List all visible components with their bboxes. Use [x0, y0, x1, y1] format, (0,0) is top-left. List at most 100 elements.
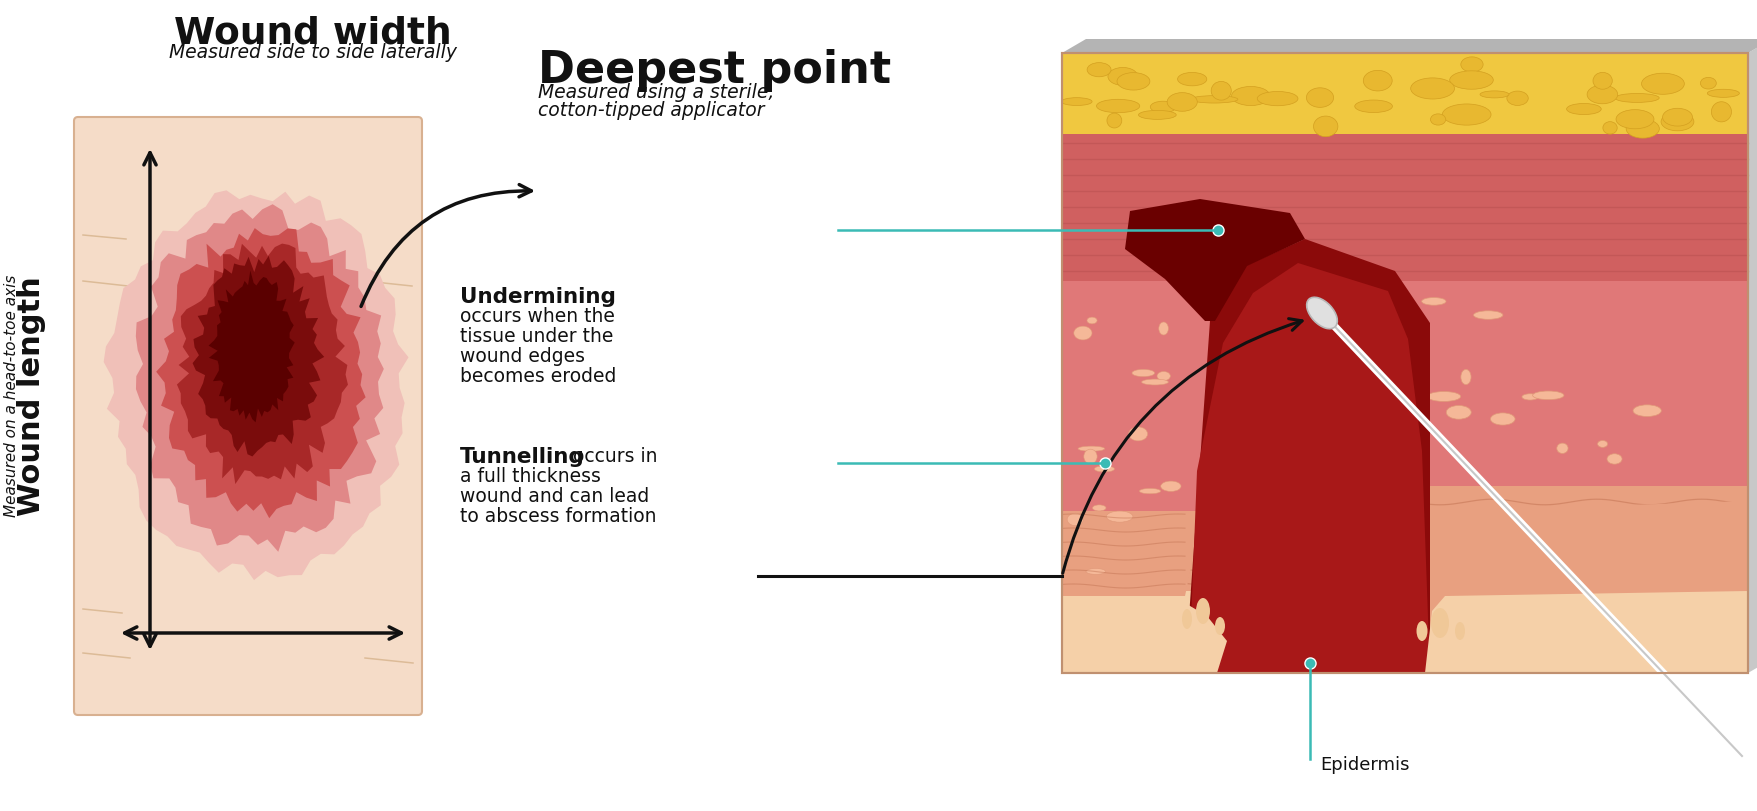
Ellipse shape — [1066, 513, 1082, 526]
Polygon shape — [193, 255, 323, 457]
Ellipse shape — [1132, 369, 1154, 376]
Ellipse shape — [1641, 73, 1683, 94]
Text: occurs in: occurs in — [568, 447, 657, 466]
Ellipse shape — [1460, 57, 1483, 72]
Ellipse shape — [1309, 399, 1328, 410]
Ellipse shape — [1430, 114, 1444, 125]
Ellipse shape — [1214, 617, 1225, 635]
Ellipse shape — [1472, 311, 1502, 320]
Ellipse shape — [1195, 598, 1209, 624]
Ellipse shape — [1061, 97, 1091, 105]
Polygon shape — [1124, 199, 1304, 321]
Polygon shape — [1061, 603, 1189, 673]
Ellipse shape — [1211, 81, 1230, 100]
Ellipse shape — [1421, 298, 1446, 305]
Ellipse shape — [1084, 449, 1096, 464]
Ellipse shape — [1077, 299, 1102, 317]
Ellipse shape — [1137, 375, 1163, 390]
Ellipse shape — [1181, 609, 1191, 629]
Ellipse shape — [1139, 110, 1175, 119]
Ellipse shape — [1091, 383, 1105, 389]
Ellipse shape — [1355, 100, 1392, 113]
Text: Measured on a head-to-toe axis: Measured on a head-to-toe axis — [5, 275, 19, 517]
Ellipse shape — [1086, 569, 1105, 574]
Ellipse shape — [1095, 466, 1114, 472]
Polygon shape — [1184, 239, 1428, 673]
Polygon shape — [1061, 486, 1746, 596]
Polygon shape — [177, 243, 348, 484]
Ellipse shape — [1167, 92, 1197, 111]
Ellipse shape — [1460, 369, 1471, 384]
Text: tissue under the: tissue under the — [460, 327, 613, 346]
Ellipse shape — [1086, 62, 1110, 77]
Ellipse shape — [1490, 413, 1515, 425]
Ellipse shape — [1662, 109, 1692, 126]
Ellipse shape — [1149, 101, 1175, 113]
Ellipse shape — [1232, 87, 1269, 105]
Ellipse shape — [1479, 91, 1508, 98]
Text: a full thickness: a full thickness — [460, 467, 601, 486]
FancyBboxPatch shape — [74, 117, 422, 715]
Text: becomes eroded: becomes eroded — [460, 367, 617, 386]
Text: occurs when the: occurs when the — [460, 307, 615, 326]
Text: Undermining: Undermining — [460, 287, 615, 307]
Polygon shape — [1061, 53, 1746, 139]
Ellipse shape — [1446, 406, 1471, 419]
Polygon shape — [156, 228, 365, 518]
Text: Wound width: Wound width — [174, 15, 452, 51]
Ellipse shape — [1189, 368, 1221, 385]
Text: Deepest point: Deepest point — [538, 49, 891, 92]
Ellipse shape — [1416, 621, 1427, 641]
Ellipse shape — [1305, 298, 1337, 328]
Ellipse shape — [1086, 317, 1096, 324]
Polygon shape — [1061, 39, 1757, 53]
Text: Measured side to side laterally: Measured side to side laterally — [169, 43, 457, 62]
Text: Epidermis: Epidermis — [1320, 756, 1409, 774]
Ellipse shape — [1450, 71, 1492, 89]
Polygon shape — [1746, 39, 1757, 673]
Text: wound edges: wound edges — [460, 347, 585, 366]
Ellipse shape — [1182, 343, 1202, 358]
Polygon shape — [1167, 599, 1226, 673]
Ellipse shape — [1107, 67, 1137, 85]
Ellipse shape — [1128, 427, 1147, 441]
Polygon shape — [1428, 501, 1746, 673]
Polygon shape — [1184, 263, 1428, 673]
Ellipse shape — [1706, 89, 1738, 97]
Ellipse shape — [1077, 446, 1103, 451]
Ellipse shape — [1557, 443, 1567, 453]
Ellipse shape — [1592, 72, 1611, 89]
Text: Wound length: Wound length — [18, 276, 46, 516]
Ellipse shape — [1430, 608, 1448, 638]
Ellipse shape — [1615, 93, 1659, 102]
Ellipse shape — [1660, 113, 1694, 131]
Ellipse shape — [1522, 394, 1537, 400]
Polygon shape — [1061, 281, 1223, 591]
Ellipse shape — [1189, 96, 1237, 103]
Polygon shape — [1061, 281, 1746, 491]
Ellipse shape — [1256, 92, 1297, 105]
Polygon shape — [209, 271, 295, 423]
Ellipse shape — [1158, 322, 1168, 335]
Polygon shape — [135, 204, 383, 551]
Ellipse shape — [1179, 396, 1211, 406]
Ellipse shape — [1228, 375, 1246, 385]
Ellipse shape — [1506, 91, 1527, 105]
Ellipse shape — [1362, 71, 1392, 91]
Text: Tunnelling: Tunnelling — [460, 447, 585, 467]
Ellipse shape — [1116, 73, 1149, 90]
Ellipse shape — [1177, 72, 1205, 86]
Ellipse shape — [1140, 379, 1168, 385]
Ellipse shape — [1096, 99, 1139, 113]
Ellipse shape — [1170, 470, 1181, 478]
Ellipse shape — [1615, 109, 1653, 129]
Ellipse shape — [1107, 113, 1121, 128]
Ellipse shape — [1699, 77, 1715, 89]
Polygon shape — [1061, 591, 1746, 673]
Ellipse shape — [1126, 474, 1158, 487]
Ellipse shape — [1307, 378, 1332, 394]
Ellipse shape — [1363, 294, 1376, 306]
Ellipse shape — [1565, 104, 1601, 114]
Ellipse shape — [1632, 405, 1660, 417]
Ellipse shape — [1597, 440, 1606, 448]
